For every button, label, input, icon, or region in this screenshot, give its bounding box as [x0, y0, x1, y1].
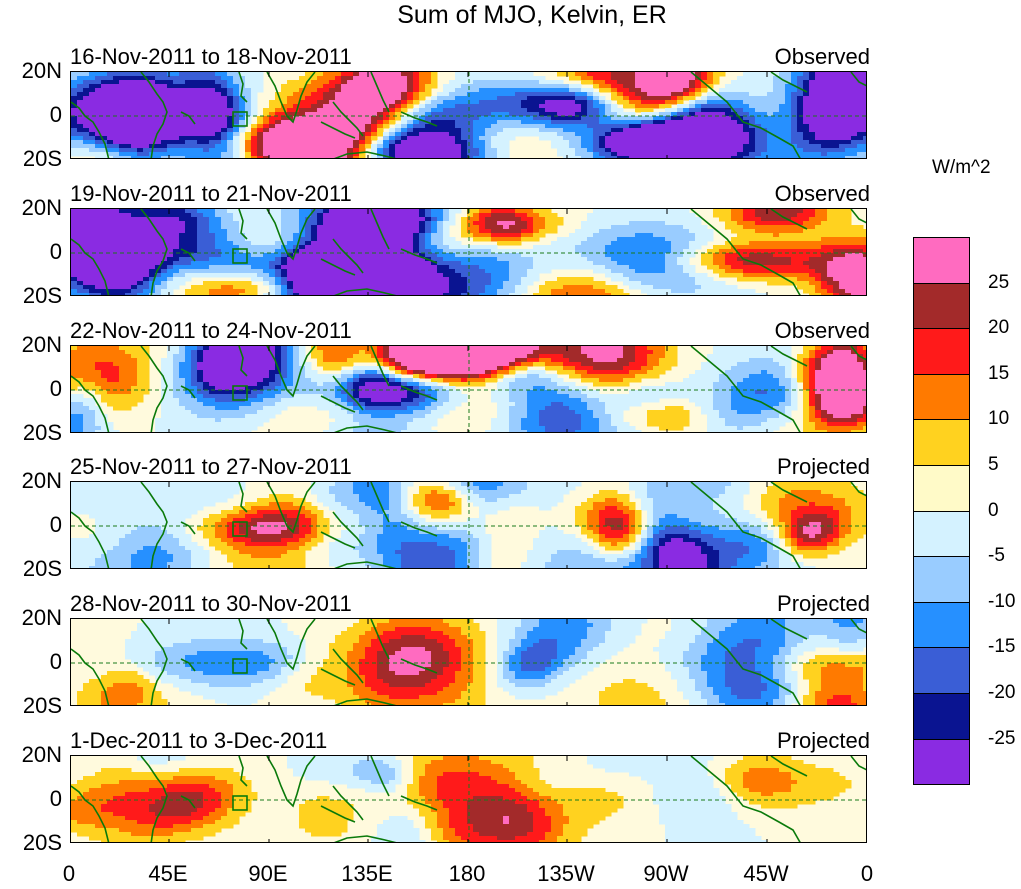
latitude-tick-label: 20S — [22, 830, 62, 855]
colorbar-tick-label: 20 — [988, 317, 1010, 339]
latitude-tick-label: 0 — [49, 649, 62, 674]
latitude-tick-label: 20N — [21, 195, 62, 220]
panel-date-range: 28-Nov-2011 to 30-Nov-2011 — [70, 591, 352, 616]
longitude-tick-label: 90W — [643, 861, 689, 886]
map-panel — [70, 755, 867, 843]
colorbar-swatch — [913, 510, 970, 558]
latitude-tick-label: 0 — [49, 512, 62, 537]
longitude-tick-label: 0 — [62, 861, 76, 886]
colorbar-swatch — [913, 328, 970, 375]
colorbar-swatch — [913, 738, 970, 786]
latitude-tick-label: 20N — [21, 605, 62, 630]
colorbar-swatch — [913, 601, 970, 649]
colorbar-swatch — [913, 556, 970, 603]
longitude-tick-label: 135W — [537, 861, 595, 886]
panel-date-range: 16-Nov-2011 to 18-Nov-2011 — [70, 44, 352, 69]
map-panel — [70, 481, 867, 569]
longitude-tick-label: 135E — [341, 861, 393, 886]
olr-anomaly-map — [71, 209, 866, 295]
latitude-tick-label: 20S — [22, 283, 62, 308]
colorbar-swatch — [913, 693, 970, 740]
latitude-tick-label: 0 — [49, 239, 62, 264]
olr-anomaly-map — [71, 756, 866, 842]
colorbar-swatch — [913, 465, 970, 512]
latitude-tick-label: 20S — [22, 693, 62, 718]
latitude-tick-label: 20N — [21, 58, 62, 83]
colorbar-tick-label: 25 — [988, 271, 1010, 293]
latitude-tick-label: 0 — [49, 376, 62, 401]
longitude-tick-label: 90E — [248, 861, 288, 886]
panel-date-range: 19-Nov-2011 to 21-Nov-2011 — [70, 181, 352, 206]
olr-anomaly-map — [71, 619, 866, 705]
latitude-tick-label: 20S — [22, 556, 62, 581]
map-panel — [70, 208, 867, 296]
panel-date-range: 22-Nov-2011 to 24-Nov-2011 — [70, 318, 352, 343]
colorbar-tick-label: -20 — [988, 682, 1016, 703]
colorbar-tick-label: 5 — [988, 454, 999, 475]
latitude-tick-label: 20N — [21, 468, 62, 493]
panel-status: Projected — [777, 454, 870, 479]
longitude-tick-label: 180 — [448, 861, 486, 886]
colorbar-tick-label: 10 — [988, 408, 1010, 430]
figure-title: Sum of MJO, Kelvin, ER — [397, 1, 667, 29]
panel-status: Observed — [774, 318, 870, 343]
olr-anomaly-map — [71, 346, 866, 432]
colorbar-swatch — [913, 282, 970, 330]
colorbar-tick-label: -15 — [988, 636, 1016, 658]
colorbar-tick-label: -25 — [988, 727, 1016, 749]
colorbar-swatch — [913, 647, 970, 694]
colorbar-tick-label: 0 — [988, 499, 999, 521]
olr-anomaly-map — [71, 72, 866, 158]
panel-status: Observed — [774, 181, 870, 206]
latitude-tick-label: 20N — [21, 742, 62, 767]
latitude-tick-label: 20N — [21, 332, 62, 357]
colorbar-swatch — [913, 419, 970, 466]
map-panel — [70, 618, 867, 706]
colorbar-tick-label: -5 — [988, 545, 1005, 567]
latitude-tick-label: 20S — [22, 146, 62, 171]
colorbar-swatch — [913, 237, 970, 284]
longitude-tick-label: 45W — [743, 861, 789, 886]
latitude-tick-label: 20S — [22, 420, 62, 445]
panel-status: Observed — [774, 44, 870, 69]
latitude-tick-label: 0 — [49, 786, 62, 811]
panel-date-range: 25-Nov-2011 to 27-Nov-2011 — [70, 454, 352, 479]
colorbar-tick-label: -10 — [988, 590, 1016, 612]
longitude-tick-label: 0 — [860, 861, 874, 886]
panel-date-range: 1-Dec-2011 to 3-Dec-2011 — [70, 728, 328, 753]
colorbar-tick-label: 15 — [988, 362, 1010, 384]
longitude-tick-label: 45E — [148, 861, 188, 886]
map-panel — [70, 71, 867, 159]
olr-anomaly-map — [71, 482, 866, 568]
panel-status: Projected — [777, 728, 870, 753]
latitude-tick-label: 0 — [49, 102, 62, 127]
colorbar-swatch — [913, 373, 970, 421]
colorbar-units: W/m^2 — [932, 157, 991, 178]
map-panel — [70, 345, 867, 433]
panel-status: Projected — [777, 591, 870, 616]
